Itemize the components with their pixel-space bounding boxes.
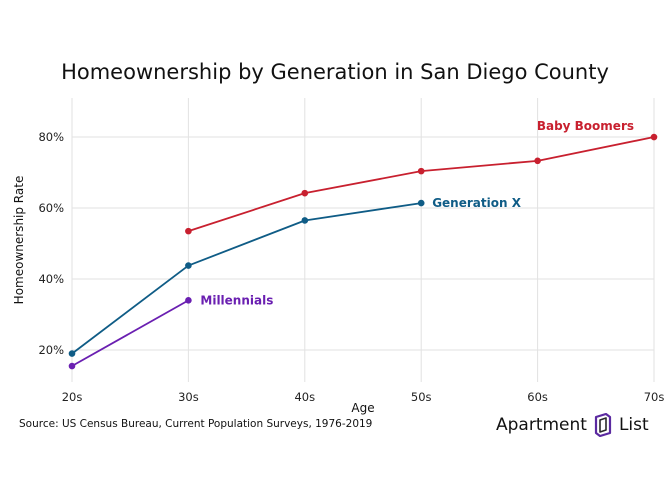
data-point-baby-boomers [417,167,425,175]
x-tick-label: 20s [62,390,83,404]
building-icon [594,413,612,437]
y-axis-title: Homeownership Rate [12,176,26,305]
source-note: Source: US Census Bureau, Current Popula… [19,418,373,430]
x-tick-label: 50s [411,390,432,404]
data-point-millennials [68,362,76,370]
y-tick-label: 20% [38,343,64,357]
data-point-generation-x [417,199,425,207]
y-tick-label: 80% [38,130,64,144]
x-tick-label: 70s [644,390,665,404]
data-point-baby-boomers [650,133,658,141]
apartment-list-logo: Apartment List [496,410,649,440]
data-point-baby-boomers [301,189,309,197]
series-line-generation-x [71,202,422,355]
logo-word-apartment: Apartment [496,415,587,435]
data-point-baby-boomers [185,227,192,235]
data-point-generation-x [185,262,192,269]
series-line-millennials [71,299,189,367]
x-axis-title: Age [351,401,374,415]
x-tick-label: 40s [294,390,315,404]
data-point-generation-x [68,350,76,357]
data-point-generation-x [301,217,309,224]
logo-word-list: List [618,415,649,435]
data-point-millennials [185,297,192,304]
data-point-baby-boomers [534,157,541,165]
x-tick-label: 30s [178,390,199,404]
chart-title: Homeownership by Generation in San Diego… [61,60,609,84]
x-tick-label: 60s [527,390,548,404]
y-tick-label: 60% [38,201,64,215]
series-label-generation-x: Generation X [432,196,522,210]
series-label-millennials: Millennials [200,293,273,307]
series-label-baby-boomers: Baby Boomers [537,119,634,133]
y-tick-label: 40% [38,272,64,286]
